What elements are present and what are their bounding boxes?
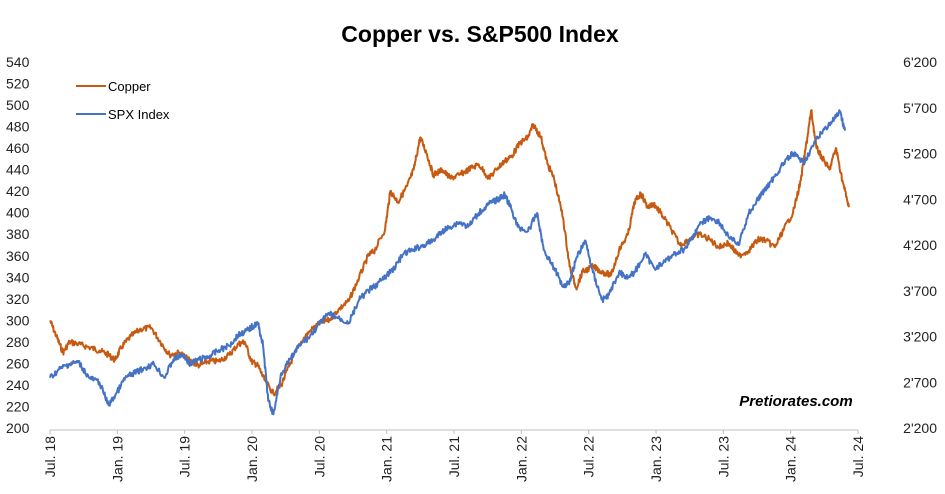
left-tick-label: 520 [6,76,30,92]
watermark: Pretiorates.com [739,393,852,410]
chart-title: Copper vs. S&P500 Index [341,21,619,47]
right-y-axis: 2'200 2'700 3'200 3'700 4'200 4'700 5'200 5'700… [903,54,937,436]
right-tick-label: 3'700 [903,283,937,299]
legend: Copper SPX Index [76,79,170,122]
x-tick-label: Jan. 19 [109,436,125,482]
legend-label-spx: SPX Index [108,107,170,122]
x-tick-label: Jul. 22 [581,436,597,477]
right-tick-label: 3'200 [903,329,937,345]
x-tick-label: Jan. 22 [513,436,529,482]
left-tick-label: 380 [6,226,30,242]
left-tick-label: 280 [6,334,30,350]
x-tick-label: Jul. 18 [42,436,58,477]
x-tick-label: Jul. 20 [311,436,327,477]
left-tick-label: 300 [6,312,30,328]
left-tick-label: 260 [6,355,30,371]
right-tick-label: 2'700 [903,374,937,390]
x-tick-label: Jan. 23 [648,436,664,482]
left-tick-label: 420 [6,183,30,199]
left-tick-label: 360 [6,248,30,264]
left-y-axis: 200 220 240 260 280 300 320 340 360 380 400 420 440 4… [6,54,30,436]
x-tick-label: Jan. 21 [379,436,395,482]
x-tick-label: Jul. 19 [177,436,193,477]
series-line-spx [49,109,846,416]
x-tick-label: Jan. 20 [244,436,260,482]
left-tick-label: 200 [6,420,30,436]
left-tick-label: 400 [6,205,30,221]
x-tick-label: Jul. 24 [850,436,866,477]
x-tick-label: Jul. 23 [715,436,731,477]
left-tick-label: 440 [6,162,30,178]
x-tick-label: Jul. 21 [446,436,462,477]
x-axis: Jul. 18 Jan. 19 Jul. 19 Jan. 20 Jul. 20 Jan. … [42,429,866,482]
series-group [49,109,850,416]
left-tick-label: 460 [6,140,30,156]
right-tick-label: 4'200 [903,237,937,253]
x-tick-label: Jan. 24 [783,436,799,482]
right-tick-label: 5'700 [903,100,937,116]
left-tick-label: 480 [6,119,30,135]
left-tick-label: 500 [6,97,30,113]
left-tick-label: 220 [6,398,30,414]
right-tick-label: 6'200 [903,54,937,70]
left-tick-label: 340 [6,269,30,285]
right-tick-label: 2'200 [903,420,937,436]
left-tick-label: 540 [6,54,30,70]
left-tick-label: 240 [6,377,30,393]
right-tick-label: 4'700 [903,191,937,207]
left-tick-label: 320 [6,291,30,307]
legend-label-copper: Copper [108,79,151,94]
right-tick-label: 5'200 [903,146,937,162]
